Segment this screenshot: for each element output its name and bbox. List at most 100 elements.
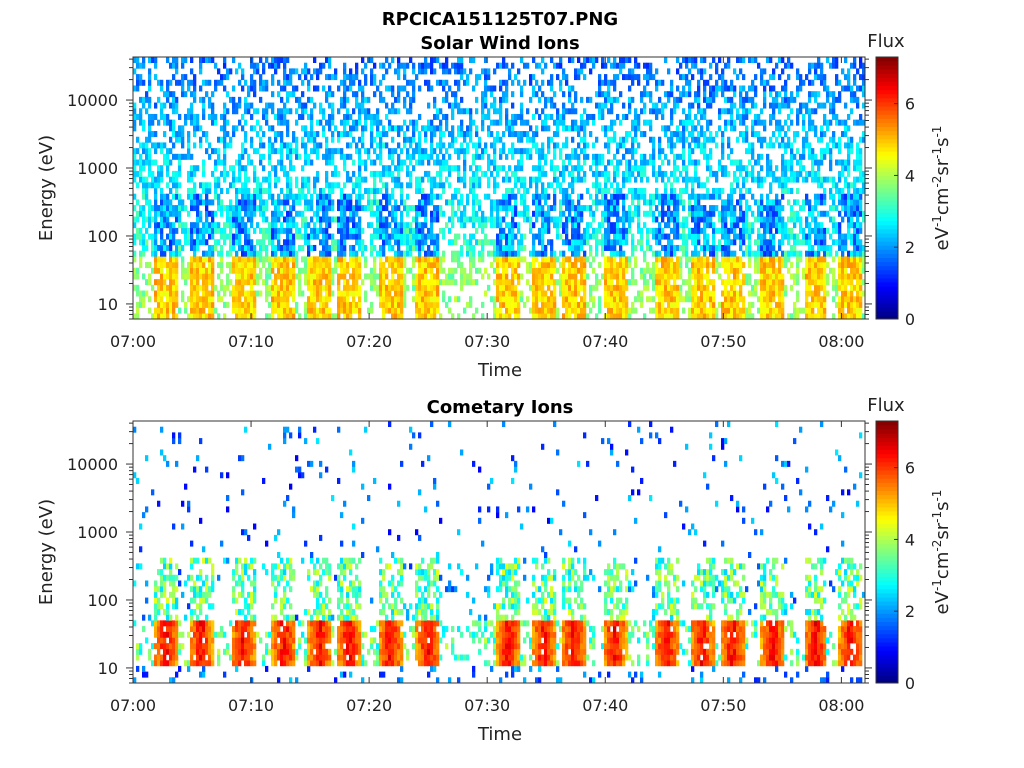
heatmap-cell: [547, 267, 551, 274]
heatmap-cell: [394, 199, 398, 206]
heatmap-cell: [283, 74, 287, 81]
heatmap-cell: [451, 165, 455, 172]
heatmap-cell: [280, 279, 284, 286]
heatmap-cell: [481, 273, 485, 280]
heatmap-cell: [481, 301, 485, 308]
heatmap-cell: [247, 205, 251, 212]
heatmap-cell: [610, 159, 614, 166]
heatmap-cell: [286, 244, 290, 251]
heatmap-cell: [391, 57, 395, 63]
heatmap-cell: [433, 57, 437, 63]
heatmap-cell: [583, 313, 587, 320]
heatmap-cell: [556, 313, 560, 320]
heatmap-cell: [181, 136, 185, 143]
heatmap-cell: [583, 176, 587, 183]
heatmap-cell: [250, 74, 254, 81]
heatmap-cell: [640, 227, 644, 234]
heatmap-cell: [445, 62, 449, 69]
heatmap-cell: [352, 307, 356, 314]
heatmap-cell: [526, 153, 530, 160]
heatmap-cell: [622, 227, 626, 234]
heatmap-cell: [319, 239, 323, 246]
heatmap-cell: [142, 301, 146, 308]
heatmap-cell: [589, 244, 593, 251]
heatmap-cell: [235, 239, 239, 246]
heatmap-cell: [349, 74, 353, 81]
heatmap-cell: [589, 68, 593, 75]
heatmap-cell: [490, 205, 494, 212]
heatmap-cell: [229, 250, 233, 257]
heatmap-cell: [508, 250, 512, 257]
heatmap-cell: [175, 170, 179, 177]
heatmap-cell: [691, 216, 695, 223]
heatmap-cell: [379, 267, 383, 274]
heatmap-cell: [229, 233, 233, 240]
heatmap-cell: [400, 188, 404, 194]
heatmap-cell: [286, 119, 290, 126]
heatmap-cell: [520, 113, 524, 120]
heatmap-cell: [427, 159, 431, 166]
heatmap-cell: [706, 307, 710, 314]
heatmap-cell: [142, 210, 146, 217]
heatmap-cell: [265, 233, 269, 240]
heatmap-cell: [571, 85, 575, 92]
heatmap-cell: [565, 239, 569, 246]
heatmap-cell: [622, 62, 626, 69]
heatmap-cell: [508, 239, 512, 246]
heatmap-cell: [274, 279, 278, 286]
heatmap-cell: [631, 79, 635, 86]
heatmap-cell: [409, 170, 413, 177]
heatmap-cell: [493, 136, 497, 143]
heatmap-cell: [676, 313, 680, 320]
heatmap-cell: [574, 148, 578, 155]
heatmap-cell: [634, 279, 638, 286]
heatmap-cell: [658, 170, 662, 177]
heatmap-cell: [511, 250, 515, 257]
heatmap-cell: [232, 182, 236, 189]
heatmap-cell: [463, 307, 467, 314]
heatmap-cell: [319, 205, 323, 212]
heatmap-cell: [295, 227, 299, 234]
heatmap-cell: [514, 233, 518, 240]
heatmap-cell: [475, 216, 479, 223]
heatmap-cell: [400, 290, 404, 297]
heatmap-cell: [691, 296, 695, 303]
heatmap-cell: [373, 91, 377, 98]
heatmap-cell: [211, 113, 215, 120]
heatmap-cell: [469, 216, 473, 223]
heatmap-cell: [241, 267, 245, 274]
heatmap-cell: [592, 284, 596, 291]
heatmap-cell: [499, 233, 503, 240]
heatmap-cell: [457, 233, 461, 240]
heatmap-cell: [286, 170, 290, 177]
heatmap-cell: [169, 239, 173, 246]
heatmap-cell: [610, 262, 614, 269]
heatmap-cell: [286, 273, 290, 280]
heatmap-cell: [493, 108, 497, 115]
heatmap-cell: [445, 68, 449, 75]
heatmap-cell: [253, 199, 257, 206]
heatmap-cell: [373, 113, 377, 120]
heatmap-cell: [454, 296, 458, 303]
heatmap-cell: [289, 79, 293, 86]
heatmap-cell: [187, 313, 191, 320]
heatmap-cell: [427, 279, 431, 286]
heatmap-cell: [364, 96, 368, 103]
heatmap-cell: [295, 68, 299, 75]
heatmap-cell: [406, 182, 410, 189]
heatmap-cell: [640, 131, 644, 138]
heatmap-cell: [343, 222, 347, 229]
heatmap-cell: [499, 256, 503, 263]
heatmap-cell: [337, 290, 341, 297]
heatmap-cell: [343, 233, 347, 240]
heatmap-cell: [196, 284, 200, 291]
heatmap-cell: [388, 153, 392, 160]
heatmap-cell: [322, 188, 326, 194]
heatmap-cell: [178, 131, 182, 138]
heatmap-cell: [697, 267, 701, 274]
heatmap-cell: [685, 62, 689, 69]
heatmap-cell: [286, 301, 290, 308]
heatmap-cell: [520, 210, 524, 217]
heatmap-cell: [280, 199, 284, 206]
heatmap-cell: [178, 79, 182, 86]
